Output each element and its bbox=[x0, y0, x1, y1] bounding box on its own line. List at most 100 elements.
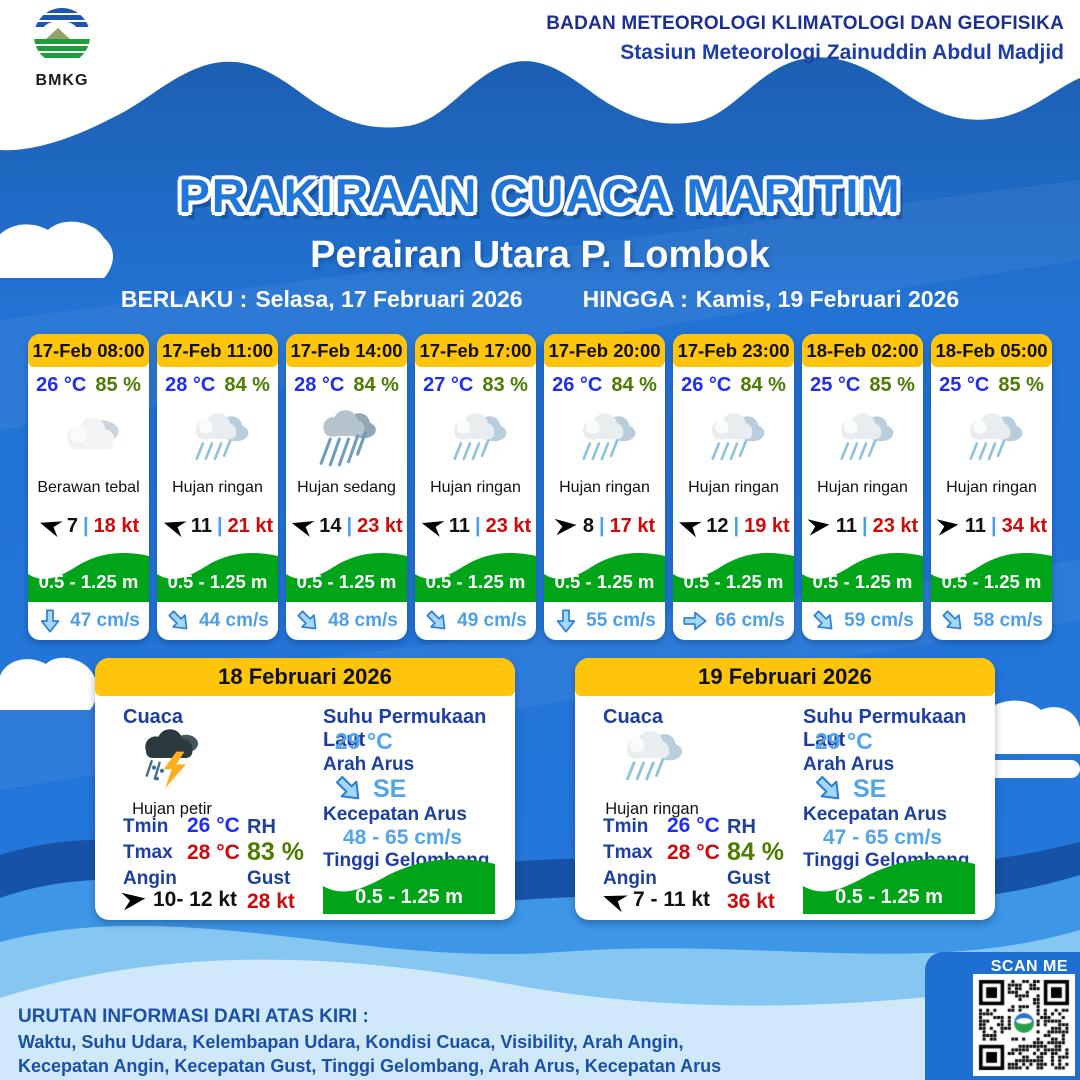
wind-speed: 14 bbox=[319, 514, 342, 537]
forecast-time: 17-Feb 17:00 bbox=[415, 334, 536, 367]
kecepatan-arus-label: Kecepatan Arus bbox=[803, 804, 947, 825]
current-direction-icon bbox=[683, 611, 707, 631]
daily-wind-row: 7 - 11 kt bbox=[601, 887, 710, 913]
wind-gust: 23 kt bbox=[872, 514, 919, 537]
wind-gust: 34 kt bbox=[1001, 514, 1048, 537]
weather-icon bbox=[430, 401, 522, 477]
wave-height-value: 0.5 - 1.25 m bbox=[167, 571, 268, 592]
air-temperature: 26 °C bbox=[681, 373, 732, 396]
forecast-time: 17-Feb 14:00 bbox=[286, 334, 407, 367]
air-temperature: 25 °C bbox=[939, 373, 990, 396]
air-temperature: 25 °C bbox=[810, 373, 861, 396]
weather-description: Hujan sedang bbox=[297, 479, 396, 496]
current-row: 49 cm/s bbox=[415, 602, 536, 640]
current-row: 66 cm/s bbox=[673, 602, 794, 640]
wind-row: 8 | 17 kt bbox=[544, 514, 665, 538]
daily-date: 19 Februari 2026 bbox=[575, 658, 995, 696]
forecast-time: 18-Feb 02:00 bbox=[802, 334, 923, 367]
tmin-value: 26 °C bbox=[187, 814, 240, 837]
daily-wind-row: 10- 12 kt bbox=[121, 887, 237, 913]
current-direction-icon bbox=[168, 610, 188, 630]
weather-icon bbox=[301, 401, 393, 477]
air-temperature: 28 °C bbox=[165, 373, 216, 396]
wave-height-band: 0.5 - 1.25 m bbox=[544, 544, 665, 602]
footer-legend: URUTAN INFORMASI DARI ATAS KIRI : Waktu,… bbox=[18, 1006, 721, 1078]
tmin-label: Tmin bbox=[123, 816, 169, 837]
valid-from-label: BERLAKU : bbox=[120, 286, 248, 312]
footer-legend-title: URUTAN INFORMASI DARI ATAS KIRI : bbox=[18, 1006, 369, 1027]
sst-label: Suhu Permukaan Laut bbox=[323, 706, 487, 751]
daily-cards-row: 18 Februari 2026 Cuaca bbox=[95, 658, 995, 920]
rh-label: RH bbox=[727, 816, 756, 838]
wind-separator: | bbox=[82, 514, 89, 537]
current-direction-icon bbox=[40, 609, 60, 633]
wind-row: 7 | 18 kt bbox=[28, 514, 149, 538]
weather-icon bbox=[172, 401, 264, 477]
daily-weather-icon bbox=[607, 718, 693, 798]
kecepatan-arus-label: Kecepatan Arus bbox=[323, 804, 467, 825]
weather-description: Berawan tebal bbox=[37, 479, 140, 496]
wind-gust: 17 kt bbox=[609, 514, 656, 537]
kecepatan-arus-value: 47 - 65 cm/s bbox=[823, 826, 943, 849]
relative-humidity: 85 % bbox=[95, 373, 141, 396]
wind-direction-icon bbox=[39, 521, 63, 538]
forecast-card: 17-Feb 17:00 27 °C 83 % bbox=[415, 334, 536, 640]
forecast-time: 17-Feb 11:00 bbox=[157, 334, 278, 367]
agency-header: BADAN METEOROLOGI KLIMATOLOGI DAN GEOFIS… bbox=[546, 13, 1064, 65]
current-speed: 48 cm/s bbox=[328, 610, 398, 631]
valid-to-date: Kamis, 19 Februari 2026 bbox=[695, 286, 960, 312]
wave-height-band: 0.5 - 1.25 m bbox=[802, 544, 923, 602]
weather-description: Hujan ringan bbox=[817, 479, 908, 496]
current-direction-icon bbox=[297, 610, 317, 630]
relative-humidity: 84 % bbox=[353, 373, 399, 396]
wind-row: 11 | 21 kt bbox=[157, 514, 278, 538]
daily-forecast-card: 18 Februari 2026 Cuaca bbox=[95, 658, 515, 920]
current-speed: 47 cm/s bbox=[70, 610, 140, 631]
valid-from-date: Selasa, 17 Februari 2026 bbox=[255, 286, 523, 312]
wind-direction-icon bbox=[163, 521, 187, 538]
forecast-card: 17-Feb 08:00 26 °C 85 % bbox=[28, 334, 149, 640]
tmax-value: 28 °C bbox=[667, 841, 720, 864]
wind-separator: | bbox=[216, 514, 223, 537]
gust-value: 36 kt bbox=[727, 890, 775, 913]
weather-description: Hujan ringan bbox=[430, 479, 521, 496]
footer-legend-line1: Waktu, Suhu Udara, Kelembapan Udara, Kon… bbox=[18, 1032, 684, 1052]
weather-description: Hujan ringan bbox=[559, 479, 650, 496]
daily-wind-range: 7 - 11 kt bbox=[633, 888, 711, 911]
wind-row: 14 | 23 kt bbox=[286, 514, 407, 538]
daily-wave-value: 0.5 - 1.25 m bbox=[835, 886, 943, 908]
wind-direction-icon bbox=[679, 521, 702, 538]
kecepatan-arus-value: 48 - 65 cm/s bbox=[343, 826, 463, 849]
wave-height-value: 0.5 - 1.25 m bbox=[554, 571, 655, 592]
wind-speed: 11 bbox=[190, 514, 212, 537]
forecast-card: 17-Feb 11:00 28 °C 84 % bbox=[157, 334, 278, 640]
current-direction-icon bbox=[942, 610, 962, 630]
weather-icon bbox=[43, 401, 135, 477]
wind-gust: 18 kt bbox=[93, 514, 140, 537]
weather-description: Hujan ringan bbox=[688, 479, 779, 496]
temp-humidity-row: 25 °C 85 % bbox=[802, 369, 923, 401]
relative-humidity: 85 % bbox=[998, 373, 1044, 396]
gust-label: Gust bbox=[727, 868, 771, 889]
wave-height-value: 0.5 - 1.25 m bbox=[38, 571, 139, 592]
wave-height-band: 0.5 - 1.25 m bbox=[931, 544, 1052, 602]
wind-row: 11 | 23 kt bbox=[415, 514, 536, 538]
relative-humidity: 85 % bbox=[869, 373, 915, 396]
current-speed: 58 cm/s bbox=[973, 610, 1043, 631]
wind-row: 11 | 23 kt bbox=[802, 514, 923, 538]
bmkg-logo-icon bbox=[34, 8, 90, 64]
relative-humidity: 84 % bbox=[224, 373, 270, 396]
rh-label: RH bbox=[247, 816, 276, 838]
arah-arus-label: Arah Arus bbox=[803, 754, 895, 775]
arah-arus-label: Arah Arus bbox=[323, 754, 415, 775]
air-temperature: 26 °C bbox=[552, 373, 603, 396]
weather-icon bbox=[559, 401, 651, 477]
sst-label: Suhu Permukaan Laut bbox=[803, 706, 967, 751]
forecast-card: 18-Feb 02:00 25 °C 85 % bbox=[802, 334, 923, 640]
daily-weather-icon bbox=[127, 718, 213, 798]
qr-code bbox=[973, 974, 1075, 1076]
current-row: 47 cm/s bbox=[28, 602, 149, 640]
valid-to-label: HINGGA : bbox=[582, 286, 688, 312]
tmin-label: Tmin bbox=[603, 816, 649, 837]
gust-value: 28 kt bbox=[247, 890, 295, 913]
